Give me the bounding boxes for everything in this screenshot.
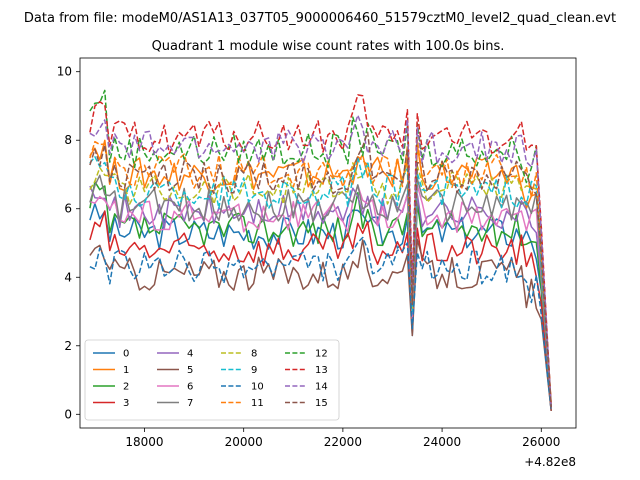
legend-label-11: 11: [251, 398, 264, 409]
y-tick-label: 4: [64, 270, 72, 284]
legend-label-6: 6: [187, 382, 193, 393]
x-tick-label: 18000: [125, 435, 163, 449]
legend-label-3: 3: [123, 398, 129, 409]
legend-label-9: 9: [251, 365, 257, 376]
legend-label-2: 2: [123, 382, 129, 393]
x-tick-label: 20000: [225, 435, 263, 449]
y-axis: 0 2 4 6 8 10: [57, 65, 80, 422]
legend-label-15: 15: [315, 398, 328, 409]
legend-label-7: 7: [187, 398, 193, 409]
legend-label-0: 0: [123, 349, 129, 360]
x-axis: 18000 20000 22000 24000 26000: [125, 428, 560, 449]
y-tick-label: 2: [64, 339, 72, 353]
x-tick-label: 26000: [522, 435, 560, 449]
legend-label-13: 13: [315, 365, 328, 376]
legend-label-14: 14: [315, 382, 328, 393]
legend-label-5: 5: [187, 365, 193, 376]
x-axis-offset-label: +4.82e8: [524, 455, 576, 469]
legend-label-8: 8: [251, 349, 257, 360]
chart-figure: Data from file: modeM0/AS1A13_037T05_900…: [0, 0, 640, 480]
legend-label-1: 1: [123, 365, 129, 376]
legend-label-4: 4: [187, 349, 193, 360]
figure-suptitle: Data from file: modeM0/AS1A13_037T05_900…: [24, 11, 616, 26]
y-tick-label: 8: [64, 133, 72, 147]
chart-title: Quadrant 1 module wise count rates with …: [152, 39, 505, 54]
x-tick-label: 22000: [324, 435, 362, 449]
y-tick-label: 10: [57, 65, 72, 79]
x-tick-label: 24000: [423, 435, 461, 449]
legend-label-12: 12: [315, 349, 328, 360]
legend-label-10: 10: [251, 382, 264, 393]
y-tick-label: 0: [64, 407, 72, 421]
y-tick-label: 6: [64, 202, 72, 216]
